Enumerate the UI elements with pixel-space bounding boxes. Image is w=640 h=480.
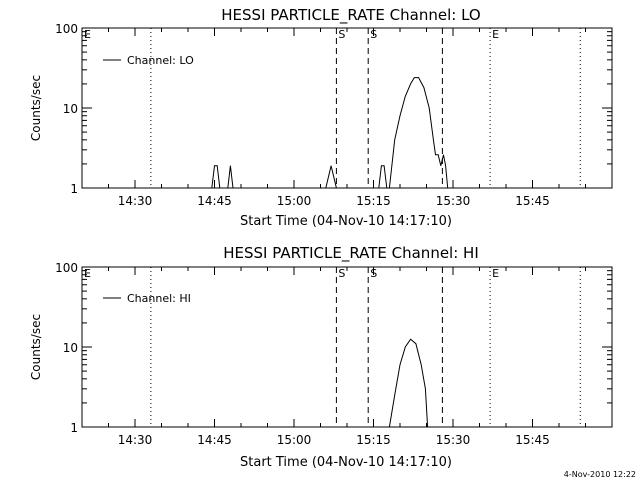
- x-tick-label: 15:00: [277, 433, 312, 447]
- series-line-channel-hi: [388, 338, 429, 428]
- plot-frame: [81, 27, 613, 189]
- chart-panel-lo: HESSI PARTICLE_RATE Channel: LO 14:30 14:…: [29, 6, 613, 229]
- legend: Channel: HI: [103, 292, 191, 305]
- event-marker-label: E: [492, 267, 499, 280]
- y-tick-label: 100: [55, 22, 78, 36]
- y-tick-label: 10: [63, 341, 78, 355]
- footer-stamp: 4-Nov-2010 12:22: [564, 470, 636, 479]
- y-tick-label: 100: [55, 261, 78, 275]
- x-tick-label: 14:30: [118, 433, 153, 447]
- axis-ticks: 14:30 14:45 15:00 15:15 15:30 15:45 1 10 100: [55, 22, 613, 208]
- chart-title: HESSI PARTICLE_RATE Channel: LO: [221, 6, 480, 25]
- x-tick-label: 15:45: [515, 433, 550, 447]
- chart-panel-hi: HESSI PARTICLE_RATE Channel: HI 14:30 14:…: [29, 244, 613, 470]
- event-marker-label: E: [84, 267, 91, 280]
- x-tick-label: 14:45: [197, 194, 232, 208]
- x-tick-label: 15:45: [515, 194, 550, 208]
- x-tick-label: 15:15: [356, 433, 391, 447]
- x-axis-label: Start Time (04-Nov-10 14:17:10): [240, 214, 452, 229]
- y-tick-label: 1: [70, 182, 78, 196]
- event-marker-label: E: [492, 28, 499, 41]
- event-marker-label: S: [338, 28, 345, 41]
- chart-title: HESSI PARTICLE_RATE Channel: HI: [223, 244, 479, 263]
- event-marker-label: S: [370, 28, 377, 41]
- legend: Channel: LO: [103, 54, 194, 67]
- event-marker-label: S: [370, 267, 377, 280]
- series-line-channel-lo: [82, 77, 612, 189]
- event-marker-label: E: [84, 28, 91, 41]
- x-tick-label: 15:30: [436, 194, 471, 208]
- event-marker-label: S: [338, 267, 345, 280]
- x-tick-label: 15:15: [356, 194, 391, 208]
- y-tick-label: 10: [63, 102, 78, 116]
- y-axis-label: Counts/sec: [29, 314, 43, 380]
- plot-frame: [81, 266, 613, 428]
- x-axis-label: Start Time (04-Nov-10 14:17:10): [240, 455, 452, 470]
- x-tick-label: 15:30: [436, 433, 471, 447]
- legend-label: Channel: LO: [127, 54, 194, 67]
- x-tick-label: 15:00: [277, 194, 312, 208]
- x-tick-label: 14:30: [118, 194, 153, 208]
- axis-ticks: 14:30 14:45 15:00 15:15 15:30 15:45 1 10 100: [55, 261, 613, 447]
- y-tick-label: 1: [70, 421, 78, 435]
- legend-label: Channel: HI: [127, 292, 191, 305]
- y-axis-label: Counts/sec: [29, 75, 43, 141]
- x-tick-label: 14:45: [197, 433, 232, 447]
